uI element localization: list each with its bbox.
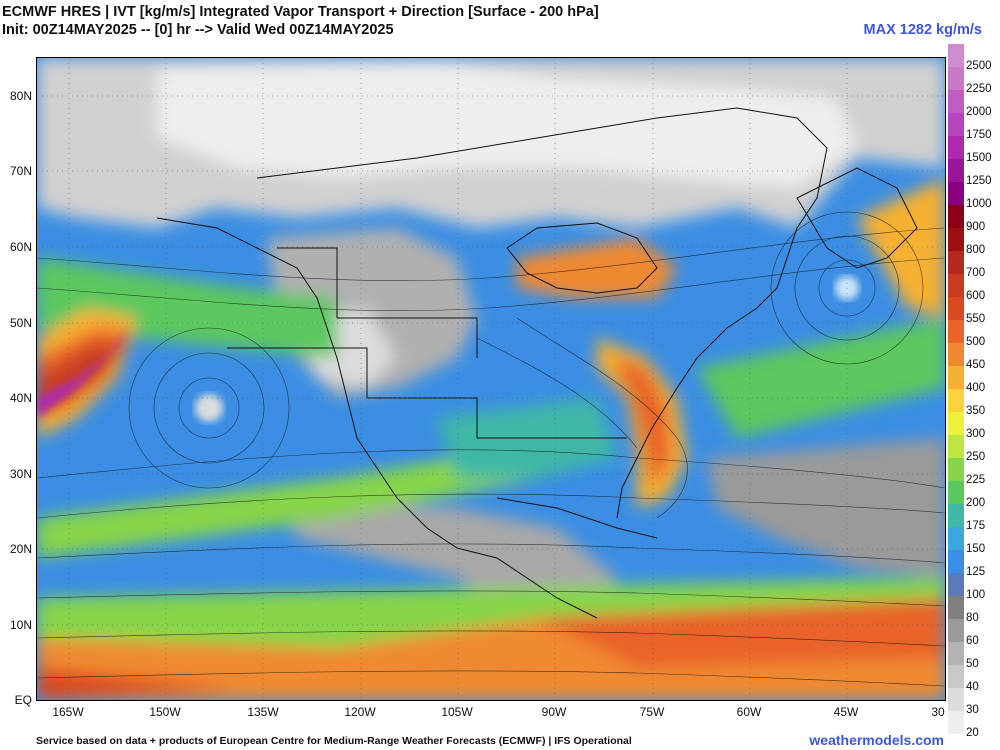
- colorbar-level-label: 200: [966, 497, 986, 509]
- colorbar-level-label: 1750: [966, 129, 992, 141]
- colorbar-level-label: 175: [966, 520, 986, 532]
- colorbar-level-label: 250: [966, 451, 986, 463]
- max-value-label: MAX 1282 kg/m/s: [863, 22, 982, 38]
- colorbar-swatch: [948, 458, 964, 481]
- colorbar-level-label: 1250: [966, 175, 992, 187]
- lon-label: 75W: [639, 705, 665, 719]
- colorbar-level-label: 60: [966, 635, 979, 647]
- ivt-map: [36, 57, 946, 701]
- lat-label: 10N: [9, 618, 32, 632]
- colorbar-swatch: [948, 573, 964, 596]
- colorbar-level-label: 450: [966, 359, 986, 371]
- pacific-low: [195, 394, 223, 422]
- lon-label: 105W: [441, 705, 473, 719]
- colorbar-swatch: [948, 136, 964, 159]
- colorbar-level-label: 300: [966, 428, 986, 440]
- colorbar-swatch: [948, 619, 964, 642]
- colorbar-swatch: [948, 711, 964, 734]
- lon-label: 135W: [247, 705, 279, 719]
- lat-label: 60N: [9, 240, 32, 254]
- site-link[interactable]: weathermodels.com: [809, 732, 944, 748]
- lon-label: 45W: [833, 705, 859, 719]
- colorbar-level-label: 1000: [966, 198, 992, 210]
- colorbar-level-label: 100: [966, 589, 986, 601]
- colorbar-level-label: 1500: [966, 152, 992, 164]
- colorbar-swatch: [948, 596, 964, 619]
- colorbar-level-label: 2000: [966, 106, 992, 118]
- lat-label: 30N: [9, 467, 32, 481]
- lat-label: 70N: [9, 164, 32, 178]
- colorbar-level-label: 400: [966, 382, 986, 394]
- colorbar-swatch: [948, 320, 964, 343]
- colorbar-swatch: [948, 182, 964, 205]
- colorbar-level-label: 900: [966, 221, 986, 233]
- colorbar-level-label: 350: [966, 405, 986, 417]
- colorbar-swatch: [948, 688, 964, 711]
- map-canvas: [37, 58, 945, 700]
- lon-label: 90W: [541, 705, 567, 719]
- credit-footer: Service based on data + products of Euro…: [36, 735, 632, 747]
- colorbar-swatch: [948, 205, 964, 228]
- colorbar-swatch: [948, 412, 964, 435]
- colorbar-swatch: [948, 274, 964, 297]
- colorbar-swatch: [948, 90, 964, 113]
- colorbar: [948, 44, 964, 734]
- colorbar-level-label: 2250: [966, 83, 992, 95]
- lon-label: 120W: [344, 705, 376, 719]
- colorbar-level-label: 40: [966, 681, 979, 693]
- colorbar-swatch: [948, 343, 964, 366]
- colorbar-swatch: [948, 251, 964, 274]
- lon-label: 60W: [736, 705, 762, 719]
- colorbar-level-label: 20: [966, 727, 979, 739]
- colorbar-level-label: 30: [966, 704, 979, 716]
- colorbar-swatch: [948, 527, 964, 550]
- map-title: ECMWF HRES | IVT [kg/m/s] Integrated Vap…: [2, 4, 599, 20]
- colorbar-swatch: [948, 665, 964, 688]
- colorbar-swatch: [948, 435, 964, 458]
- colorbar-level-label: 550: [966, 313, 986, 325]
- colorbar-swatch: [948, 642, 964, 665]
- colorbar-level-label: 800: [966, 244, 986, 256]
- lat-label: 80N: [9, 89, 32, 103]
- colorbar-level-label: 125: [966, 566, 986, 578]
- graticule: [37, 58, 945, 700]
- colorbar-level-label: 600: [966, 290, 986, 302]
- colorbar-swatch: [948, 113, 964, 136]
- colorbar-swatch: [948, 159, 964, 182]
- lon-label: 30: [931, 705, 945, 719]
- colorbar-swatch: [948, 550, 964, 573]
- lat-label: 20N: [9, 542, 32, 556]
- colorbar-swatch: [948, 228, 964, 251]
- lon-label: 165W: [52, 705, 84, 719]
- ar-core: [37, 328, 127, 418]
- lat-label: 40N: [9, 391, 32, 405]
- lat-label: EQ: [14, 693, 32, 707]
- lat-label: 50N: [9, 316, 32, 330]
- colorbar-level-label: 80: [966, 612, 979, 624]
- colorbar-swatch: [948, 504, 964, 527]
- colorbar-swatch: [948, 481, 964, 504]
- lon-label: 150W: [149, 705, 181, 719]
- colorbar-level-label: 500: [966, 336, 986, 348]
- colorbar-level-label: 700: [966, 267, 986, 279]
- colorbar-swatch: [948, 67, 964, 90]
- colorbar-swatch: [948, 366, 964, 389]
- colorbar-level-label: 2500: [966, 60, 992, 72]
- streamlines: [37, 211, 945, 687]
- colorbar-level-label: 150: [966, 543, 986, 555]
- colorbar-swatch: [948, 44, 964, 67]
- colorbar-level-label: 50: [966, 658, 979, 670]
- colorbar-swatch: [948, 297, 964, 320]
- colorbar-level-label: 225: [966, 474, 986, 486]
- colorbar-swatch: [948, 389, 964, 412]
- map-subtitle: Init: 00Z14MAY2025 -- [0] hr --> Valid W…: [2, 22, 394, 38]
